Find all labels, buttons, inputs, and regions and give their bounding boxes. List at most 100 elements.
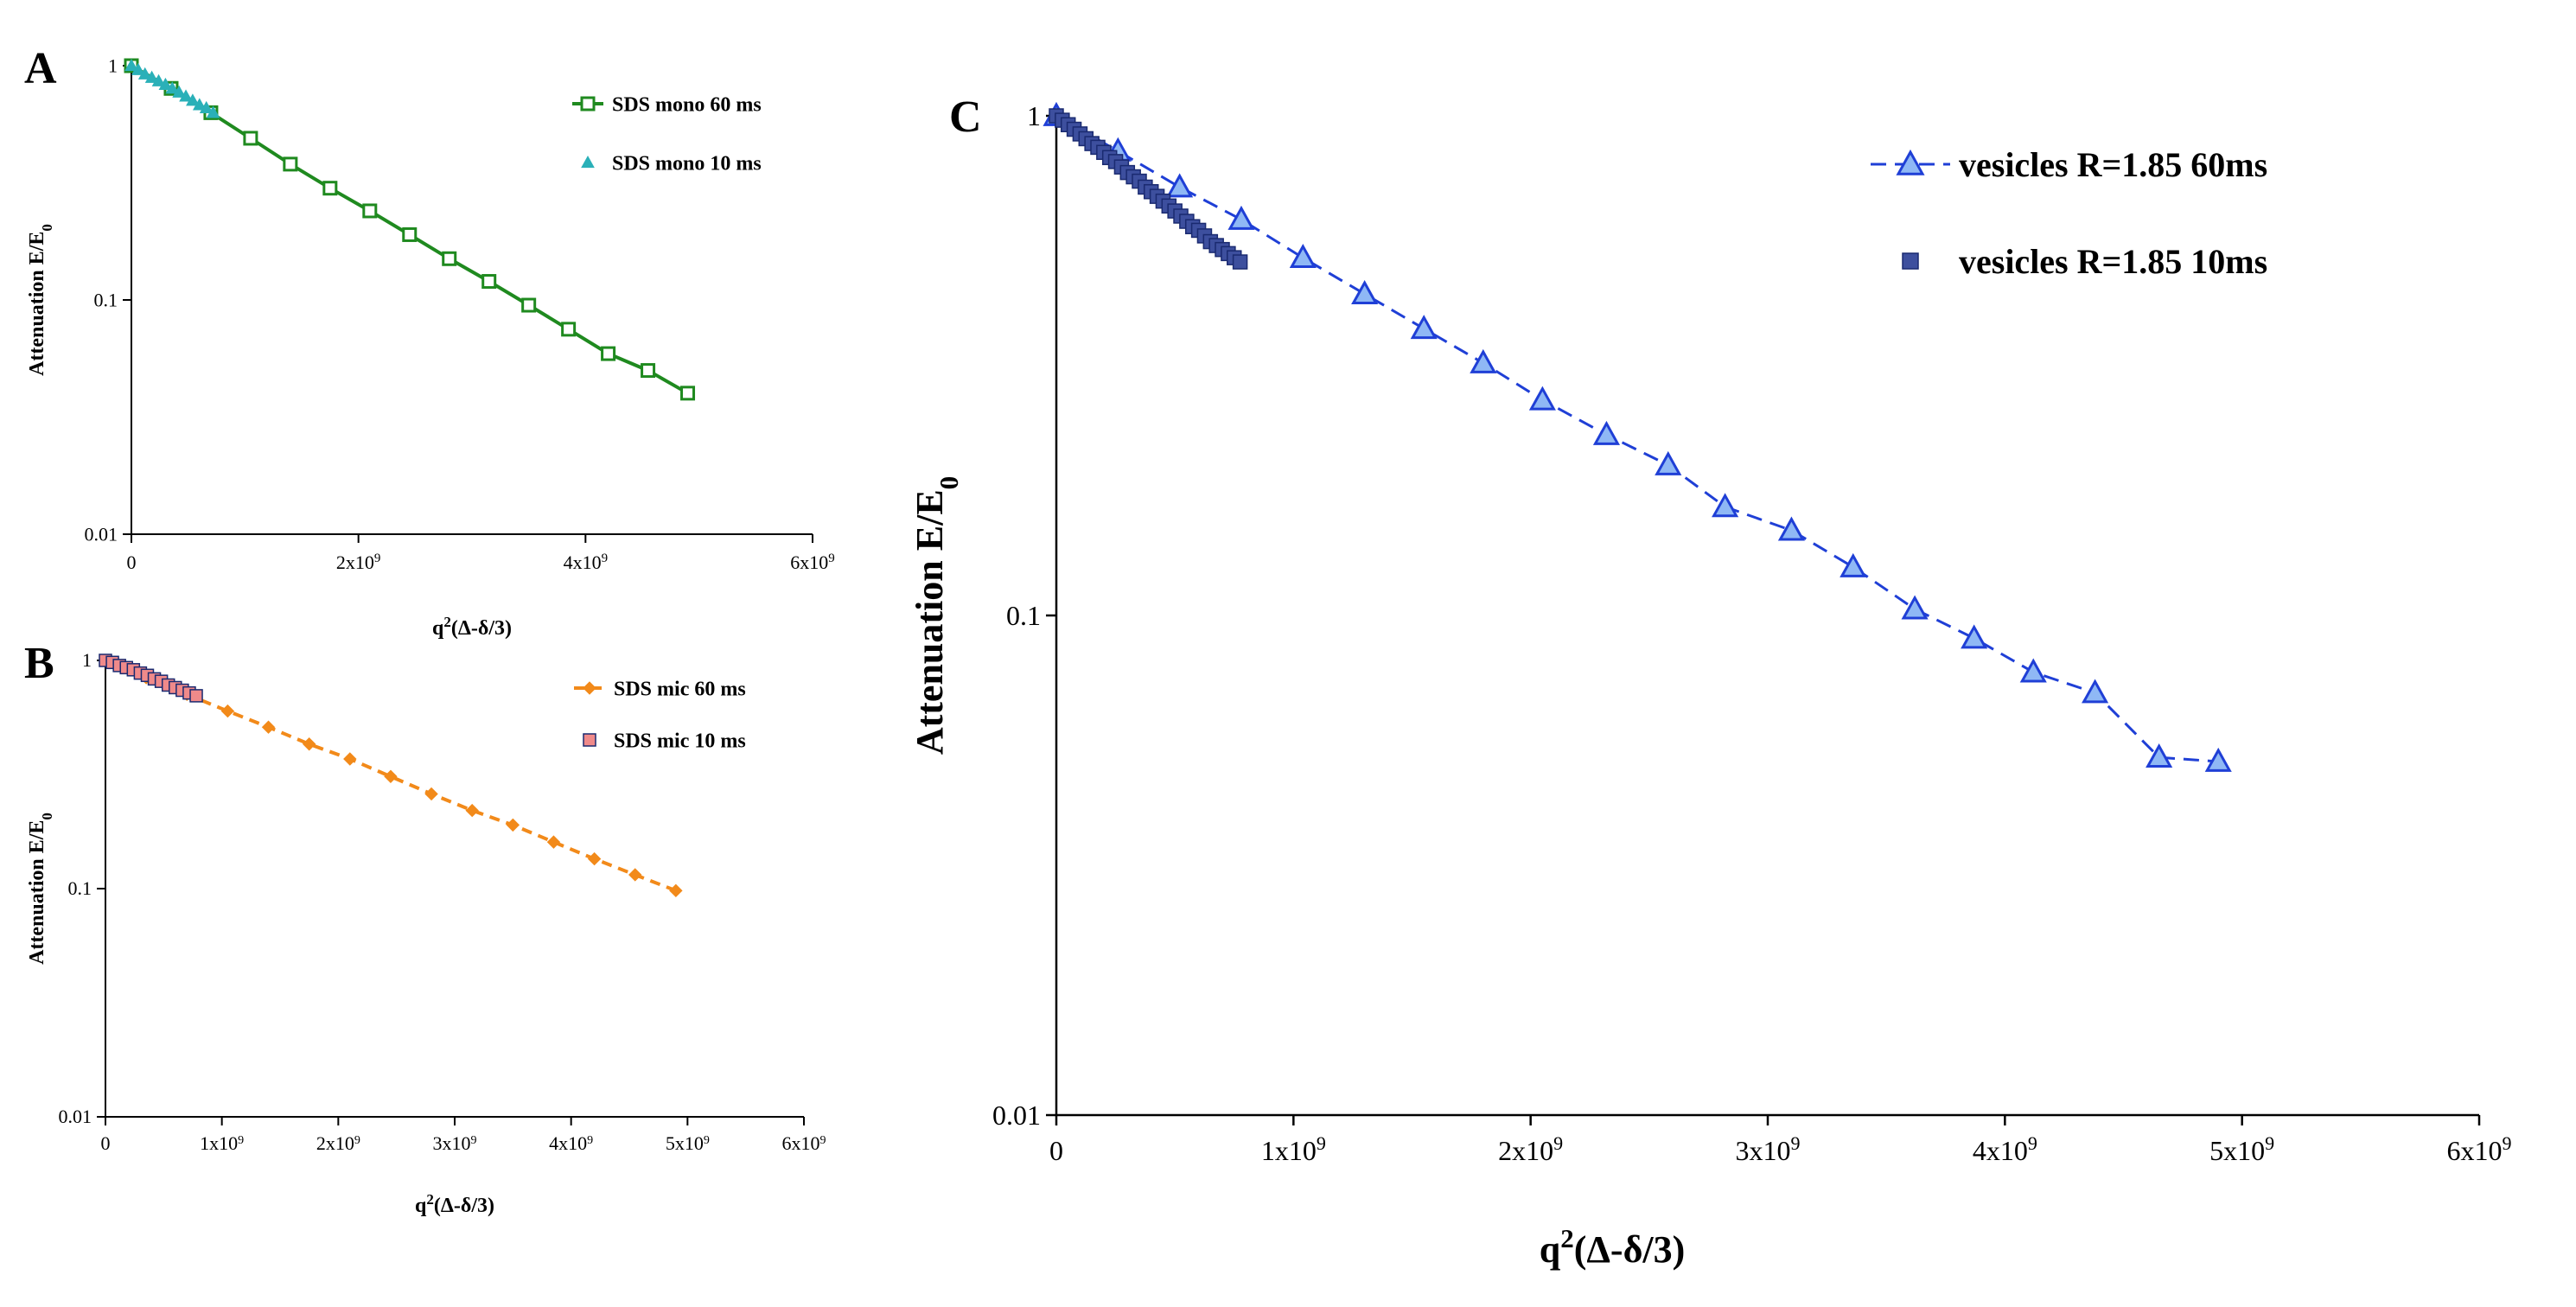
x-tick-label: 4x109 — [1973, 1132, 2037, 1167]
x-tick-label: 1x109 — [1261, 1132, 1326, 1167]
x-tick-label: 0 — [127, 551, 137, 573]
data-point — [165, 81, 180, 94]
data-point — [1777, 516, 1805, 541]
legend-label: SDS mic 10 ms — [614, 730, 746, 752]
data-point — [1351, 279, 1379, 304]
data-point — [322, 181, 338, 196]
x-tick-label: 0 — [101, 1132, 111, 1154]
legend-marker — [583, 733, 596, 747]
data-point — [680, 386, 696, 401]
series-2 — [1049, 108, 1248, 270]
legend-label: SDS mic 60 ms — [614, 678, 746, 700]
data-point — [199, 100, 214, 114]
legend-marker — [583, 681, 596, 695]
data-point — [158, 77, 173, 91]
data-point — [151, 73, 166, 86]
data-point — [1961, 624, 1988, 649]
data-point — [1592, 420, 1621, 445]
data-point — [384, 769, 398, 783]
series-2 — [124, 58, 220, 118]
data-point — [144, 70, 159, 83]
x-axis-title: q2(Δ-δ/3) — [1540, 1223, 1686, 1272]
data-point — [546, 835, 561, 849]
data-point — [243, 131, 258, 146]
x-tick-label: 3x109 — [433, 1132, 477, 1154]
data-point — [302, 737, 316, 751]
x-axis-title: q2(Δ-δ/3) — [415, 1191, 494, 1218]
y-tick-label: 0.01 — [85, 524, 118, 545]
x-tick-label: 5x109 — [666, 1132, 710, 1154]
data-point — [362, 203, 378, 219]
data-point — [1410, 315, 1438, 340]
x-tick-label: 5x109 — [2209, 1132, 2274, 1167]
data-point — [1712, 493, 1739, 518]
data-point — [1227, 205, 1255, 230]
data-point — [206, 105, 220, 118]
panel-label-b: B — [24, 639, 54, 688]
y-axis-title: Attenuation E/E0 — [26, 224, 55, 376]
data-point — [628, 868, 642, 882]
data-point — [402, 226, 418, 242]
data-point — [137, 67, 152, 80]
y-tick-label: 1 — [82, 649, 92, 671]
data-point — [601, 346, 616, 361]
y-tick-label: 1 — [1027, 100, 1041, 131]
y-axis-title: Attenuation E/E0 — [26, 813, 55, 965]
chart-panel-b: 0.01 0.1 1 0 1x109 2x109 3x109 4x109 5x109 6x109 q… — [26, 649, 826, 1217]
data-point — [1655, 450, 1682, 475]
data-point — [189, 689, 203, 703]
y-tick-label: 0.01 — [992, 1100, 1041, 1131]
data-point — [220, 704, 235, 718]
data-point — [424, 787, 438, 801]
legend-marker — [580, 96, 596, 112]
data-point — [641, 363, 656, 379]
x-tick-label: 6x109 — [790, 551, 835, 573]
data-point — [2146, 743, 2173, 768]
y-tick-label: 0.1 — [68, 877, 92, 899]
legend-label: vesicles R=1.85 10ms — [1959, 242, 2267, 281]
data-point — [2019, 658, 2047, 683]
legend-marker — [581, 155, 595, 169]
data-point — [343, 752, 357, 766]
x-axis-title: q2(Δ-δ/3) — [432, 614, 512, 641]
x-tick-label: 4x109 — [549, 1132, 593, 1154]
legend-label: SDS mono 60 ms — [612, 93, 762, 116]
chart-panel-a: 0.01 0.1 1 0 2x109 4x109 6x109 q2(Δ-δ/3) Attenua… — [26, 55, 835, 640]
data-point — [192, 98, 207, 111]
data-point — [1289, 244, 1317, 269]
x-tick-label: 0 — [1049, 1135, 1063, 1166]
data-point — [261, 720, 276, 734]
x-tick-label: 4x109 — [564, 551, 609, 573]
data-point — [1840, 552, 1867, 577]
legend-label: vesicles R=1.85 60ms — [1959, 145, 2267, 184]
data-point — [2082, 679, 2109, 704]
x-tick-label: 1x109 — [200, 1132, 244, 1154]
y-axis-title: Attenuation E/E0 — [909, 476, 964, 755]
data-point — [521, 297, 537, 313]
data-point — [1166, 173, 1194, 198]
data-point — [1901, 595, 1929, 620]
data-point — [1528, 386, 1556, 411]
data-point — [131, 62, 145, 75]
series-line — [1055, 114, 2219, 763]
data-point — [587, 851, 602, 866]
data-point — [2204, 747, 2232, 772]
series-1 — [1043, 101, 2232, 772]
data-point — [186, 93, 200, 106]
x-tick-label: 3x109 — [1736, 1132, 1801, 1167]
data-point — [1470, 348, 1497, 373]
x-tick-label: 2x109 — [336, 551, 381, 573]
x-tick-label: 2x109 — [1498, 1132, 1563, 1167]
x-tick-label: 6x109 — [782, 1132, 826, 1154]
data-point — [172, 85, 187, 98]
data-point — [124, 58, 138, 72]
data-point — [481, 274, 497, 290]
chart-panel-c: 0.01 0.1 1 0 1x109 2x109 3x109 4x109 5x109 6x109 q… — [909, 100, 2512, 1271]
y-tick-label: 1 — [108, 55, 118, 77]
legend-marker — [1902, 252, 1919, 270]
data-point — [669, 883, 683, 898]
data-point — [506, 818, 520, 832]
y-tick-label: 0.1 — [1006, 600, 1041, 631]
data-point — [179, 89, 193, 102]
